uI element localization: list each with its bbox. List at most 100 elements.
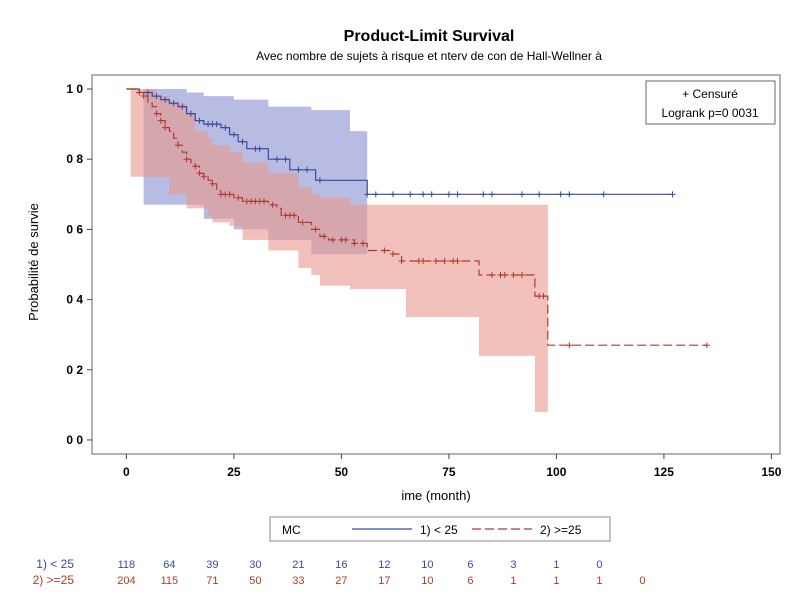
censor-mark-2-13 bbox=[226, 191, 233, 198]
risk-value-1-9: 3 bbox=[510, 559, 516, 571]
risk-value-2-11: 1 bbox=[596, 575, 602, 587]
risk-value-1-5: 16 bbox=[335, 559, 347, 571]
censor-mark-1-31 bbox=[536, 191, 543, 198]
risk-value-2-0: 204 bbox=[117, 575, 135, 587]
censor-mark-2-29 bbox=[342, 236, 349, 243]
censor-mark-1-30 bbox=[519, 191, 525, 198]
risk-value-2-1: 115 bbox=[161, 575, 179, 587]
risk-value-2-5: 27 bbox=[335, 575, 347, 587]
censor-mark-2-1 bbox=[140, 93, 147, 100]
legend-title: MC bbox=[282, 523, 301, 537]
censor-mark-1-3 bbox=[170, 100, 177, 107]
risk-value-1-4: 21 bbox=[292, 559, 304, 571]
censor-mark-2-45 bbox=[519, 272, 525, 279]
censor-mark-1-16 bbox=[282, 156, 289, 163]
risk-value-1-11: 0 bbox=[596, 559, 602, 571]
logrank-label: Logrank p=0 0031 bbox=[661, 106, 758, 120]
censor-mark-2-27 bbox=[329, 236, 336, 243]
censor-mark-1-24 bbox=[420, 191, 427, 198]
censor-mark-2-41 bbox=[488, 272, 495, 279]
confidence-band-2 bbox=[126, 89, 548, 412]
legend-entry-2: 2) >=25 bbox=[540, 523, 582, 537]
censor-mark-2-26 bbox=[321, 233, 328, 240]
risk-value-2-9: 1 bbox=[510, 575, 516, 587]
risk-value-1-8: 6 bbox=[467, 559, 473, 571]
y-tick-label-5: 1 0 bbox=[66, 82, 83, 96]
legend: MC 1) < 25 2) >=25 bbox=[269, 516, 611, 542]
censor-mark-2-40 bbox=[454, 257, 461, 264]
risk-value-2-7: 10 bbox=[421, 575, 433, 587]
censor-mark-2-9 bbox=[200, 173, 207, 180]
x-tick-label-5: 125 bbox=[654, 465, 674, 479]
censor-mark-1-0 bbox=[144, 89, 151, 96]
x-tick-label-0: 0 bbox=[123, 465, 130, 479]
censor-mark-1-33 bbox=[566, 191, 573, 198]
inset-frame bbox=[645, 80, 776, 125]
censor-mark-1-28 bbox=[480, 191, 487, 198]
risk-value-1-2: 39 bbox=[206, 559, 218, 571]
censor-mark-1-5 bbox=[187, 110, 194, 117]
censor-mark-2-37 bbox=[433, 257, 439, 264]
censor-mark-1-4 bbox=[179, 103, 186, 110]
chart-subtitle: Avec nombre de sujets à risque et nterv … bbox=[256, 49, 602, 63]
risk-value-1-3: 30 bbox=[249, 559, 261, 571]
censor-mark-1-2 bbox=[162, 96, 169, 103]
x-tick-label-1: 25 bbox=[227, 465, 241, 479]
censor-mark-1-27 bbox=[454, 191, 461, 198]
risk-value-2-2: 71 bbox=[206, 575, 218, 587]
risk-value-2-8: 6 bbox=[467, 575, 473, 587]
confidence-bands bbox=[126, 89, 548, 412]
censor-mark-2-31 bbox=[359, 240, 366, 247]
chart-title: Product-Limit Survival bbox=[344, 28, 515, 45]
y-tick-label-1: 0 2 bbox=[66, 363, 83, 377]
x-tick-label-2: 50 bbox=[335, 465, 349, 479]
x-axis-label: ime (month) bbox=[401, 488, 470, 503]
censor-mark-2-24 bbox=[299, 219, 306, 226]
censor-mark-1-23 bbox=[407, 191, 414, 198]
censor-mark-1-11 bbox=[230, 131, 237, 138]
censor-mark-2-10 bbox=[209, 180, 216, 187]
censor-mark-2-25 bbox=[312, 226, 319, 233]
censor-mark-2-38 bbox=[441, 257, 448, 264]
risk-row-label-2: 2) >=25 bbox=[33, 573, 75, 587]
y-tick-label-2: 0 4 bbox=[66, 293, 83, 307]
censor-mark-1-26 bbox=[445, 191, 452, 198]
risk-value-1-1: 64 bbox=[163, 559, 175, 571]
censor-mark-1-20 bbox=[364, 191, 371, 198]
censor-mark-1-21 bbox=[372, 191, 379, 198]
censor-marks bbox=[136, 89, 710, 349]
risk-value-2-3: 50 bbox=[249, 575, 261, 587]
risk-table: 1) < 25 118 64 39 30 21 16 12 10 6 3 1 02) >=25 204 11… bbox=[33, 557, 646, 587]
censor-mark-2-20 bbox=[269, 201, 276, 208]
x-axis: 0 25 50 75 100 125 150 bbox=[123, 454, 782, 479]
y-tick-label-0: 0 0 bbox=[66, 433, 83, 447]
risk-value-1-7: 10 bbox=[421, 559, 433, 571]
censor-mark-1-1 bbox=[153, 93, 160, 100]
censor-mark-1-9 bbox=[213, 121, 220, 128]
x-tick-label-3: 75 bbox=[442, 465, 456, 479]
censor-mark-2-7 bbox=[192, 163, 199, 170]
censor-mark-1-12 bbox=[239, 138, 246, 145]
censor-mark-2-8 bbox=[196, 170, 203, 177]
censor-mark-2-48 bbox=[566, 342, 573, 349]
censor-mark-1-29 bbox=[488, 191, 495, 198]
censor-mark-1-34 bbox=[600, 191, 607, 198]
censor-mark-1-15 bbox=[273, 156, 280, 163]
inset-box: + Censuré Logrank p=0 0031 bbox=[645, 80, 776, 125]
censor-mark-2-23 bbox=[291, 212, 298, 219]
censor-mark-2-2 bbox=[153, 110, 160, 117]
risk-value-2-10: 1 bbox=[553, 575, 559, 587]
censor-mark-1-6 bbox=[196, 117, 203, 124]
censor-mark-2-4 bbox=[162, 124, 169, 131]
censor-mark-1-32 bbox=[557, 191, 564, 198]
censor-mark-2-19 bbox=[261, 198, 267, 205]
legend-entry-1: 1) < 25 bbox=[420, 523, 458, 537]
censor-mark-2-49 bbox=[703, 342, 710, 349]
risk-row-label-1: 1) < 25 bbox=[36, 557, 74, 571]
censor-mark-2-30 bbox=[351, 240, 358, 247]
censor-mark-2-33 bbox=[390, 250, 396, 257]
censor-mark-2-47 bbox=[540, 293, 547, 300]
censor-mark-1-35 bbox=[669, 191, 676, 198]
